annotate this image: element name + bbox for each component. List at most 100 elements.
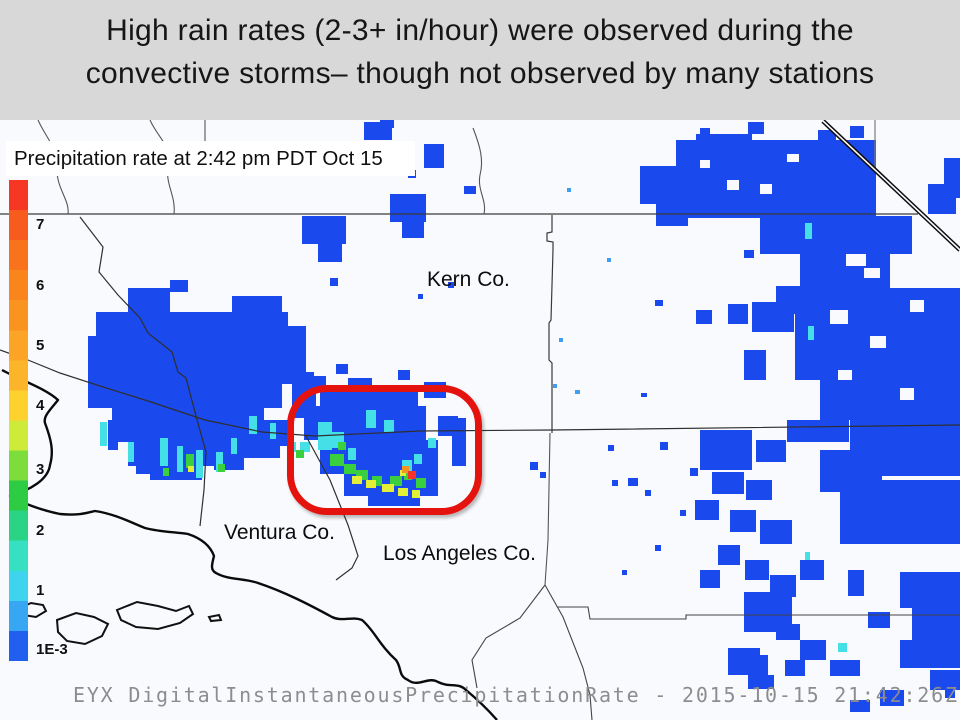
precip-cell bbox=[641, 393, 647, 397]
precip-cell bbox=[559, 338, 563, 342]
precip-cell bbox=[380, 120, 394, 128]
slide-title-line-1: High rain rates (2-3+ in/hour) were obse… bbox=[106, 14, 854, 47]
precip-cell bbox=[870, 336, 886, 348]
precip-cell bbox=[100, 422, 107, 446]
precip-cell bbox=[608, 445, 614, 451]
precip-cell bbox=[850, 700, 870, 712]
precip-cell bbox=[700, 128, 710, 136]
boundary-line bbox=[557, 606, 960, 620]
precip-cell bbox=[744, 250, 754, 258]
island-outline bbox=[18, 601, 48, 619]
precip-cell bbox=[398, 370, 410, 380]
precip-cell bbox=[372, 476, 382, 486]
precip-cell bbox=[318, 244, 342, 262]
precip-cell bbox=[752, 302, 794, 332]
island-outline bbox=[115, 600, 195, 631]
precip-cell bbox=[612, 480, 618, 486]
precip-cell bbox=[452, 418, 466, 466]
precip-cell bbox=[567, 188, 571, 192]
precip-cell bbox=[728, 655, 768, 675]
map-caption: Precipitation rate at 2:42 pm PDT Oct 15 bbox=[6, 141, 415, 176]
precip-cell bbox=[622, 570, 627, 575]
precip-cell bbox=[88, 336, 106, 408]
precip-cell bbox=[300, 442, 310, 452]
precip-cell bbox=[553, 384, 557, 388]
precip-cell bbox=[402, 466, 409, 473]
precip-cell bbox=[900, 388, 914, 400]
precip-cell bbox=[900, 572, 960, 608]
precip-cell bbox=[760, 216, 912, 254]
precip-cell bbox=[718, 545, 740, 565]
precip-cell bbox=[760, 184, 772, 194]
boundary-line bbox=[822, 120, 960, 251]
radar-map: 7 6 5 4 3 2 1 1E-3 Precipitation rate at 2:42 p… bbox=[0, 120, 960, 720]
coastline-path bbox=[1, 368, 498, 720]
precip-cell bbox=[382, 484, 394, 492]
precip-cell bbox=[748, 675, 774, 689]
boundary-line bbox=[472, 127, 486, 215]
precip-cell bbox=[356, 470, 368, 480]
precip-cell bbox=[628, 478, 638, 486]
precip-cell bbox=[756, 440, 786, 462]
precip-cell bbox=[414, 454, 422, 464]
precip-cell bbox=[868, 612, 890, 628]
precip-cell bbox=[727, 180, 739, 190]
precip-cell bbox=[655, 545, 661, 551]
precip-cell bbox=[850, 126, 864, 138]
island-outline bbox=[55, 611, 110, 646]
precip-cell bbox=[188, 466, 194, 472]
precip-cell bbox=[808, 326, 814, 340]
precip-cell bbox=[800, 640, 826, 660]
precip-cell bbox=[540, 472, 546, 478]
boundary-line bbox=[471, 584, 546, 689]
precip-cell bbox=[338, 442, 346, 450]
precip-cell bbox=[424, 144, 444, 168]
precip-cell bbox=[464, 186, 476, 194]
precip-cell bbox=[656, 204, 688, 226]
coastline bbox=[1, 368, 498, 720]
precip-cell bbox=[186, 454, 194, 468]
precip-cell bbox=[336, 364, 348, 374]
precip-cell bbox=[770, 575, 796, 597]
precip-cell bbox=[744, 350, 766, 380]
precip-cell bbox=[428, 438, 436, 448]
county-label-kern: Kern Co. bbox=[427, 268, 510, 291]
precip-cell bbox=[700, 160, 710, 168]
precip-cell bbox=[776, 624, 800, 640]
slide-title-line-2: convective storms– though not observed b… bbox=[85, 56, 875, 90]
precip-cell bbox=[104, 360, 282, 408]
watermark: EYX DigitalInstantaneousPrecipitationRat… bbox=[73, 683, 959, 707]
precip-cell bbox=[787, 420, 849, 442]
precip-cell bbox=[390, 194, 426, 222]
precip-cell bbox=[655, 300, 663, 306]
precip-cell bbox=[680, 510, 686, 516]
precip-cell bbox=[352, 476, 362, 484]
precip-cell bbox=[108, 420, 118, 450]
precip-cell bbox=[136, 456, 156, 474]
precip-cell bbox=[838, 643, 847, 652]
boundary-line bbox=[305, 435, 359, 581]
precip-cell bbox=[866, 544, 902, 572]
precipitation-cells bbox=[88, 120, 960, 712]
precip-cell bbox=[640, 166, 678, 204]
precip-cell bbox=[695, 500, 719, 520]
precip-cell bbox=[760, 520, 792, 544]
boundary-line bbox=[544, 584, 593, 720]
island-outline bbox=[207, 613, 223, 623]
precip-cell bbox=[416, 478, 426, 488]
precip-cell bbox=[348, 448, 356, 460]
precip-cell bbox=[880, 690, 904, 706]
precip-cell bbox=[900, 640, 960, 668]
boundary-line bbox=[79, 216, 187, 379]
precip-cell bbox=[112, 408, 264, 442]
precip-cell bbox=[945, 690, 955, 698]
precip-cell bbox=[846, 254, 866, 266]
precip-cell bbox=[730, 510, 756, 532]
precip-cell bbox=[864, 268, 880, 278]
precip-cell bbox=[384, 420, 394, 432]
precip-cell bbox=[330, 454, 344, 466]
precip-cell bbox=[690, 468, 698, 476]
boundary-line bbox=[0, 349, 960, 437]
precip-cell bbox=[296, 450, 304, 458]
precip-cell bbox=[302, 216, 346, 244]
